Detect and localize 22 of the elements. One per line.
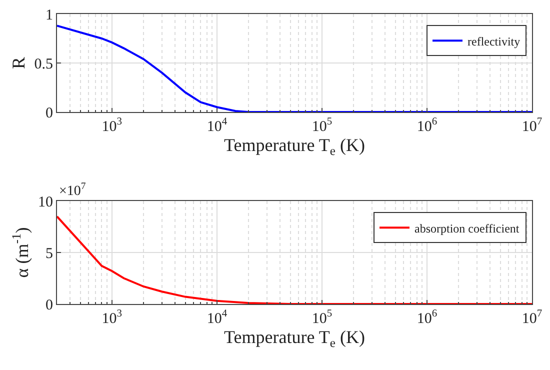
x-tick-label: 10$^{4}$ (206, 116, 228, 135)
x-tick-label: 10$^{5}$ (312, 308, 332, 327)
x-axis-title: Temperature T$_{e}$ (K) (224, 135, 365, 158)
x-tick-label: 10$^{7}$ (522, 308, 542, 327)
y-tick-label: 10 (38, 194, 53, 210)
text: ×10$^{7}$ (59, 181, 86, 199)
x-tick-label: 10$^{7}$ (522, 116, 542, 135)
x-tick-label: 10$^{4}$ (206, 308, 228, 327)
x-axis-title: Temperature T$_{e}$ (K) (224, 327, 365, 350)
y-tick-label: 0.5 (34, 56, 53, 72)
legend-label: reflectivity (468, 34, 520, 48)
x-tick-label: 10$^{6}$ (416, 308, 438, 327)
x-tick-label: 10$^{3}$ (102, 116, 122, 135)
x-tick-label: 10$^{6}$ (416, 116, 438, 135)
legend-label: absorption coefficient (414, 221, 520, 236)
y-tick-label: 5 (46, 246, 53, 262)
y-tick-label: 1 (46, 7, 53, 24)
x-tick-label: 10$^{3}$ (102, 308, 122, 327)
y-axis-title: R (8, 56, 28, 70)
y-tick-label: 0 (46, 105, 53, 122)
y-tick-label: 0 (46, 297, 53, 314)
x-tick-label: 10$^{5}$ (312, 116, 332, 135)
